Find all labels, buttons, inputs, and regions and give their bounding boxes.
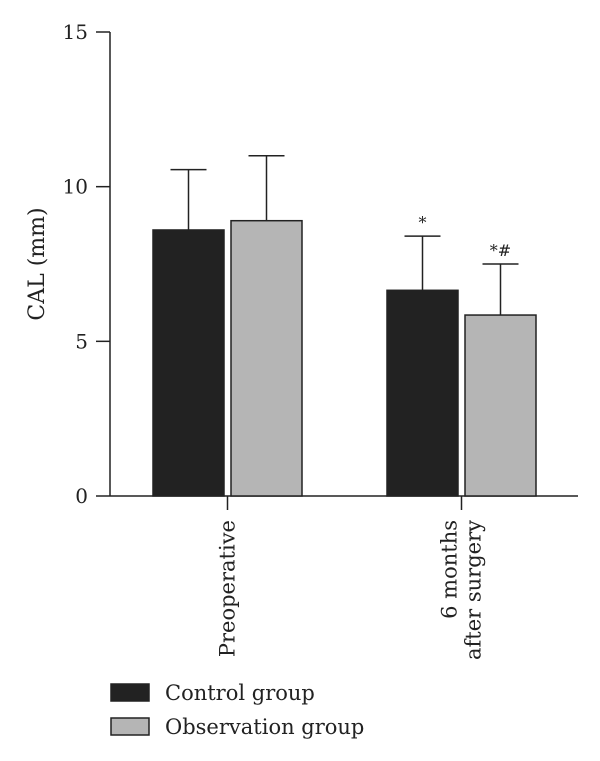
y-tick-label: 0 (75, 484, 88, 508)
bar (386, 289, 459, 497)
legend: Control group Observation group (110, 681, 364, 739)
y-axis-label: CAL (mm) (25, 207, 50, 320)
error-bars (170, 154, 519, 316)
x-tick-label: 6 months (438, 520, 462, 619)
x-tick-label: after surgery (462, 520, 486, 660)
annotations: * *# (419, 213, 512, 260)
x-axis: Preoperative 6 months after surgery (110, 495, 578, 660)
legend-swatch (110, 717, 150, 736)
legend-swatch (110, 683, 150, 702)
bars (152, 219, 537, 497)
legend-label: Control group (165, 681, 315, 705)
y-tick-label: 10 (63, 175, 88, 199)
y-tick-label: 5 (75, 329, 88, 353)
y-axis: 0 5 10 15 (63, 20, 111, 508)
legend-label: Observation group (165, 715, 364, 739)
y-tick-label: 15 (63, 20, 88, 44)
bar (230, 219, 303, 497)
bar (464, 314, 537, 497)
bar (152, 229, 225, 497)
significance-marker: *# (490, 241, 511, 260)
significance-marker: * (419, 213, 427, 232)
x-tick-label: Preoperative (216, 520, 240, 657)
